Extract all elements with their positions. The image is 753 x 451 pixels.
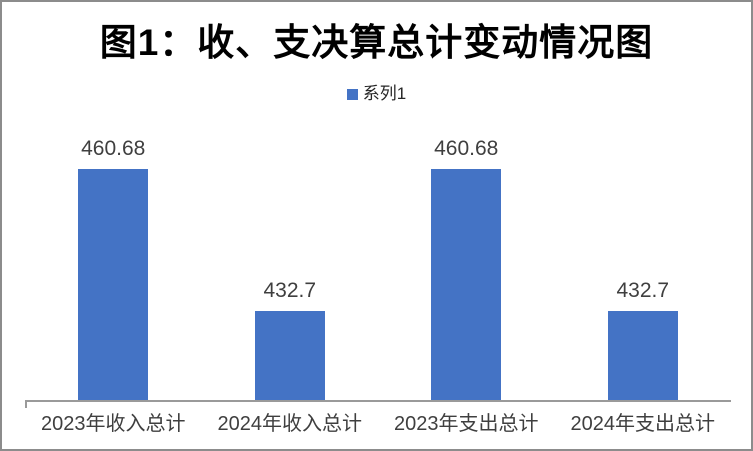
data-label-0: 460.68	[81, 137, 146, 161]
bar-0	[78, 169, 149, 400]
data-label-1: 432.7	[263, 278, 317, 302]
data-label-3: 432.7	[616, 278, 670, 302]
x-axis-label-2: 2023年支出总计	[394, 413, 539, 435]
x-axis-label-3: 2024年支出总计	[570, 413, 716, 435]
legend: 系列1	[0, 85, 753, 103]
bar-1	[254, 310, 325, 400]
x-axis-line	[25, 400, 731, 402]
legend-label: 系列1	[362, 84, 407, 103]
x-axis-label-1: 2024年收入总计	[217, 413, 363, 435]
x-axis-tick	[25, 400, 27, 408]
bar-2	[431, 169, 502, 400]
bar-3	[607, 310, 678, 400]
data-label-2: 460.68	[434, 137, 499, 161]
legend-square-icon	[346, 88, 358, 100]
chart-title: 图1：收、支决算总计变动情况图	[99, 22, 654, 63]
x-axis-label-0: 2023年收入总计	[41, 413, 186, 435]
